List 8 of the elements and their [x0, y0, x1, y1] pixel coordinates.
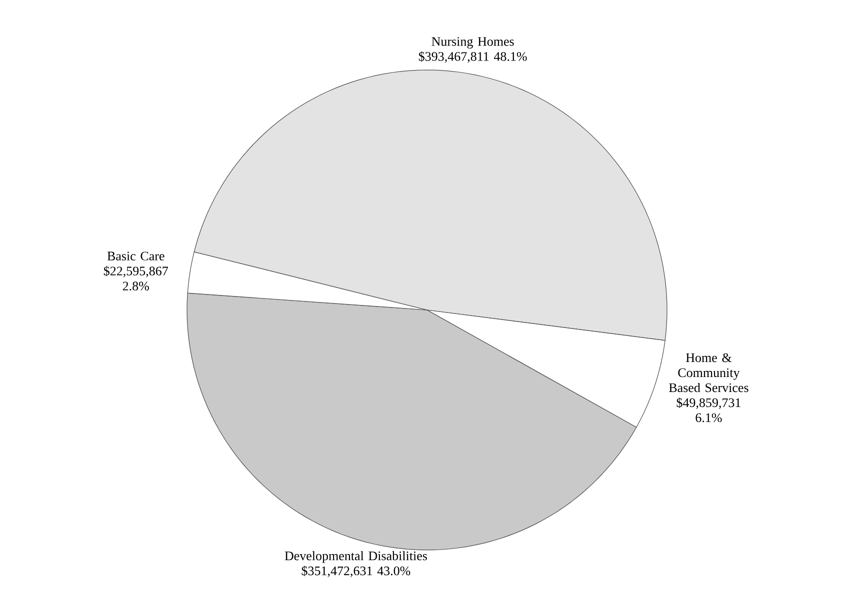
data-label: $49,859,731 6.1%: [676, 398, 740, 422]
data-label: $22,595,867 2.8%: [104, 266, 168, 290]
slice-label: Home & Community Based Services: [669, 353, 748, 392]
data-label: $351,472,631 43.0%: [302, 566, 410, 578]
slice-label: Nursing Homes: [432, 37, 514, 49]
data-label: $393,467,811 48.1%: [418, 51, 527, 63]
slice-label: Basic Care: [107, 252, 164, 260]
slice-label: Developmental Disabilities: [284, 551, 427, 563]
